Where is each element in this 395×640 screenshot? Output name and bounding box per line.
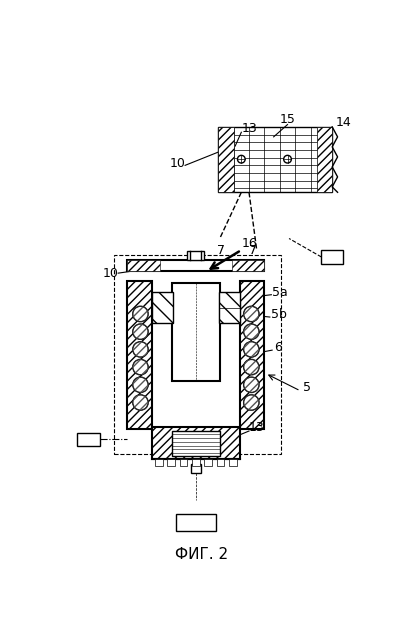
Bar [240,281,264,429]
Bar [180,460,187,466]
Bar [127,281,152,429]
Bar [127,260,264,271]
Text: 5a: 5a [272,286,288,299]
Bar [229,460,237,466]
Text: ФИГ. 2: ФИГ. 2 [175,547,229,562]
Circle shape [133,342,148,357]
Circle shape [133,360,148,375]
Bar [232,260,264,271]
Bar [152,427,240,460]
Circle shape [284,156,292,163]
Bar [167,460,175,466]
Circle shape [244,324,259,339]
Circle shape [133,377,148,392]
Text: 10: 10 [170,157,186,170]
Bar [219,292,240,323]
Bar [217,460,224,466]
Bar [218,127,332,192]
Bar [204,460,212,466]
Circle shape [244,395,259,410]
Circle shape [244,307,259,322]
Text: 5b: 5b [271,308,286,321]
Text: 14: 14 [336,116,352,129]
Bar [152,427,240,460]
Circle shape [133,395,148,410]
Bar [187,251,203,260]
Text: 3: 3 [191,516,201,530]
Bar [322,250,343,264]
Bar [172,431,220,456]
Bar [127,281,152,429]
Bar [155,460,163,466]
Text: 6: 6 [274,341,282,355]
Bar [240,281,264,429]
Text: 10: 10 [102,267,118,280]
Circle shape [244,377,259,392]
Bar [219,292,240,323]
Bar [77,433,100,447]
Bar [152,292,173,323]
Bar [192,460,200,466]
Text: 7: 7 [249,244,257,257]
Circle shape [244,360,259,375]
Bar [172,283,220,381]
Bar [176,514,216,531]
Bar [191,464,201,474]
Text: 11: 11 [325,252,339,262]
Circle shape [244,342,259,357]
Bar [152,292,173,323]
Text: 15: 15 [280,113,295,127]
Text: 16: 16 [241,237,257,250]
Bar [127,260,160,271]
Bar [113,255,281,454]
Text: 5: 5 [303,381,311,394]
Bar [218,127,233,192]
Text: 8: 8 [84,433,92,446]
Circle shape [133,324,148,339]
Bar [317,127,332,192]
Text: 13: 13 [241,122,257,135]
Text: 7: 7 [217,244,225,257]
Circle shape [237,156,245,163]
Circle shape [133,307,148,322]
Text: 13: 13 [249,420,265,434]
